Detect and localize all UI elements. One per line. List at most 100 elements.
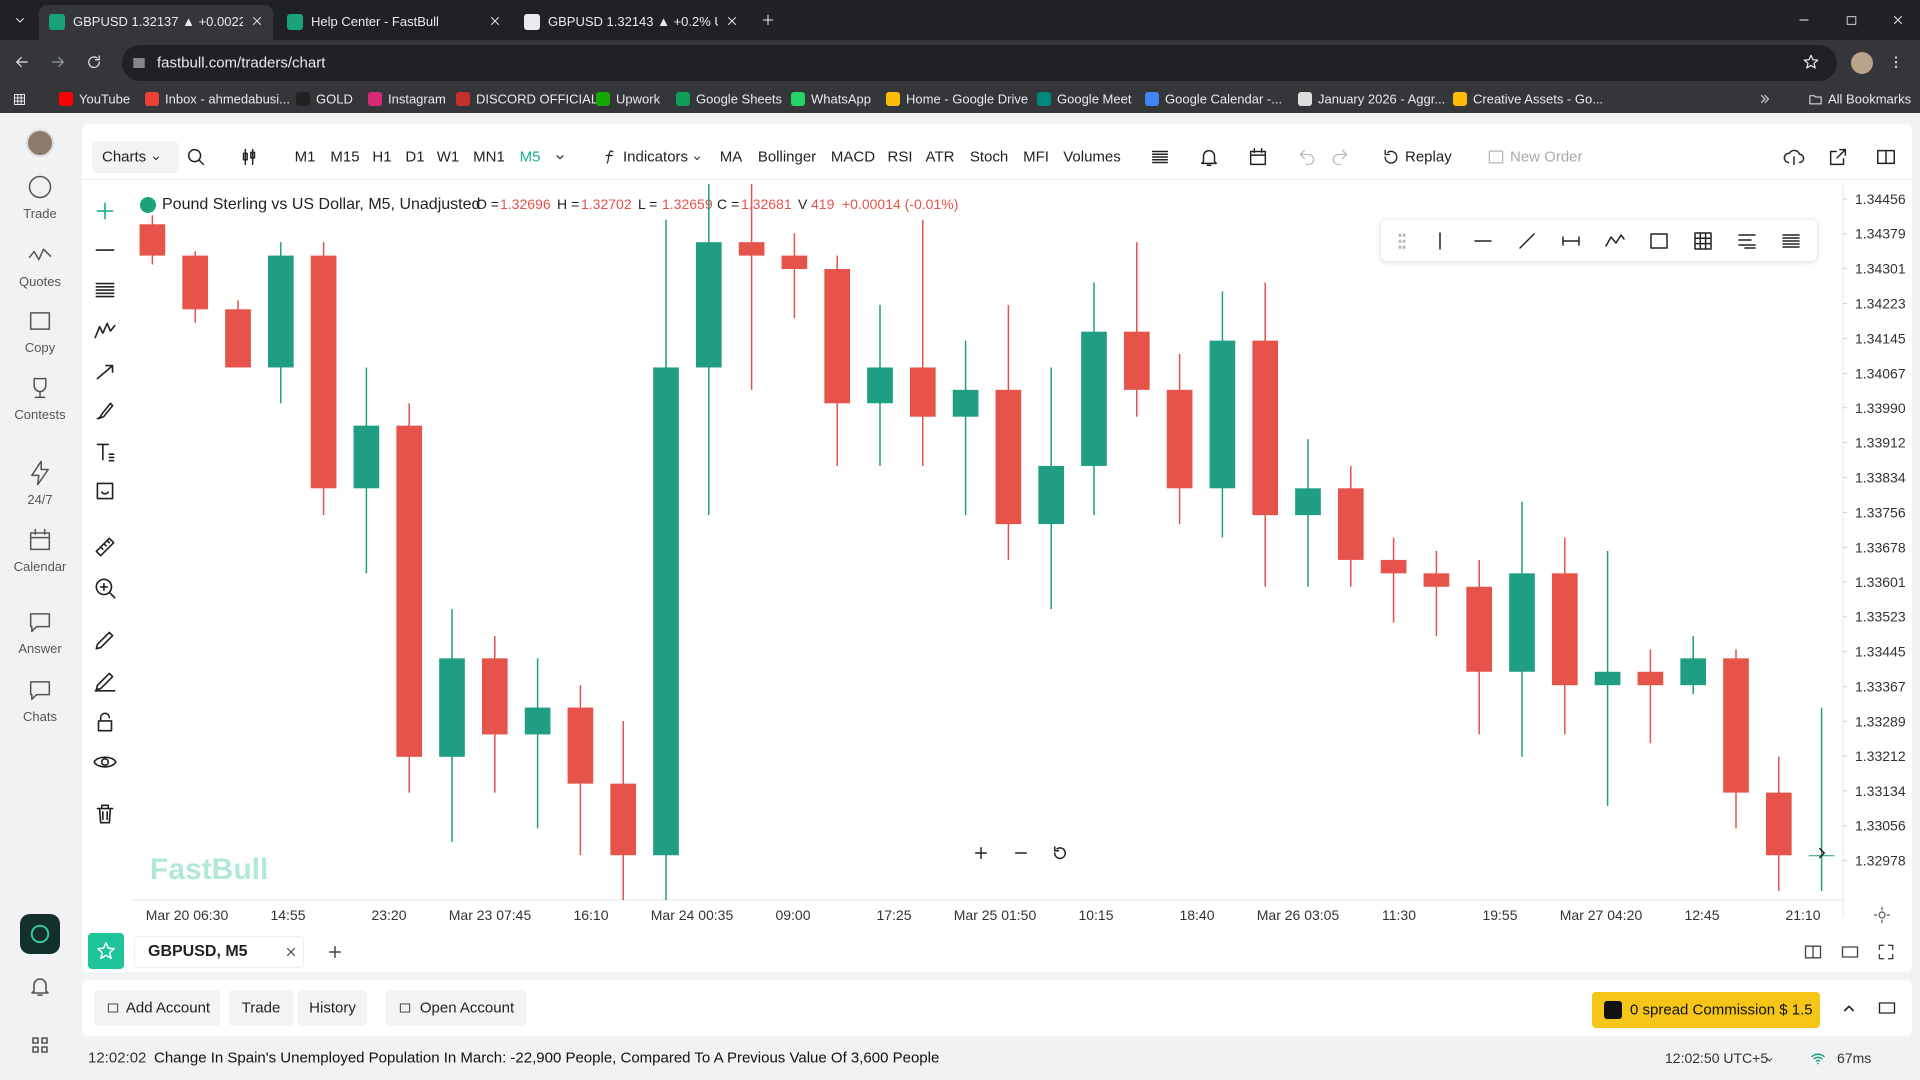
zoom-control[interactable] [1051,844,1069,862]
nav-reload[interactable] [85,53,103,71]
indicators-button[interactable]: Indicators [623,148,689,166]
timeframe[interactable]: D1 [405,148,425,166]
sidebar-icon[interactable] [26,374,54,402]
replay[interactable]: Replay [1405,148,1452,166]
footer-button[interactable] [229,990,293,1026]
sidebar-label[interactable]: Quotes [19,274,61,289]
nav-back[interactable] [13,53,31,71]
expand-panel[interactable] [1839,998,1859,1018]
assistant-button[interactable] [20,914,60,954]
drawing-tool[interactable] [92,627,118,653]
bookmark[interactable]: Home - Google Drive [906,91,1029,107]
bookmark[interactable]: YouTube [79,91,131,107]
drawing-tool[interactable] [92,277,118,303]
scroll-right[interactable] [1813,844,1831,862]
settings-grid[interactable] [28,1033,52,1057]
ticker-news[interactable]: Change In Spain's Unemployed Population … [154,1049,940,1067]
drawing-bar-tool[interactable] [1647,229,1671,253]
site-info[interactable] [131,55,147,71]
chart-type[interactable] [238,146,260,168]
bookmark[interactable]: Instagram [388,91,446,107]
toolbar-right[interactable] [1875,146,1897,168]
sidebar-label[interactable]: Chats [23,709,57,724]
drawing-tool[interactable] [92,801,118,827]
tab-menu[interactable] [12,12,28,28]
timeframe[interactable]: M15 [330,148,360,166]
bookmark[interactable]: WhatsApp [811,91,871,107]
bookmark[interactable]: Google Meet [1057,91,1132,107]
toolbar-right[interactable] [1827,146,1849,168]
sidebar-icon[interactable] [26,307,54,335]
browser-tab[interactable]: GBPUSD 1.32143 ▲ +0.2% Unn [514,5,748,40]
drawing-bar-tool[interactable] [1559,229,1583,253]
indicator[interactable]: RSI [887,148,913,166]
close-window[interactable] [1891,13,1905,27]
drawing-bar-tool[interactable] [1428,229,1452,253]
add-chart-tab[interactable] [326,943,344,961]
drawing-tool[interactable] [92,198,118,224]
footer-button-label[interactable]: Add Account [125,999,211,1017]
footer-button-label[interactable]: History [309,999,356,1017]
new-order[interactable]: New Order [1510,148,1583,166]
apps[interactable] [12,92,27,107]
chart-tab-close[interactable] [284,945,298,959]
timeframe[interactable]: H1 [372,148,392,166]
sidebar-icon[interactable] [26,459,54,487]
promo-button[interactable] [1592,992,1820,1028]
minimize[interactable] [1797,13,1811,27]
new-tab[interactable] [760,12,776,28]
bookmark-star[interactable] [1802,53,1820,71]
nav-forward[interactable] [49,53,67,71]
browser-menu[interactable] [1888,54,1904,70]
footer-button-label[interactable]: Open Account [419,999,515,1017]
redo[interactable] [1330,147,1350,167]
zoom-control[interactable] [1012,844,1030,862]
indicator[interactable]: Volumes [1063,148,1121,166]
new-order-icon[interactable] [1486,147,1506,167]
footer-button-label[interactable]: Trade [241,999,281,1017]
indicator[interactable]: MA [719,148,743,166]
layout-option[interactable] [1876,942,1896,962]
drawing-bar-tool[interactable] [1390,229,1414,253]
indicator[interactable]: ATR [925,148,955,166]
drawing-tool[interactable] [92,398,118,424]
footer-button[interactable] [298,990,367,1026]
drawing-tool[interactable] [92,534,118,560]
layout-option[interactable] [1803,942,1823,962]
tab-close[interactable] [725,14,739,28]
drawing-tool[interactable] [92,749,118,775]
sidebar-label[interactable]: Contests [14,407,66,422]
zoom-control[interactable] [972,844,990,862]
timeframe[interactable]: M1 [294,148,316,166]
undo[interactable] [1297,147,1317,167]
drawing-tool[interactable] [92,318,118,344]
drawing-tool[interactable] [92,709,118,735]
indicator[interactable]: MFI [1023,148,1049,166]
bookmark[interactable]: Inbox - ahmedabusi... [165,91,291,107]
chart-tab-bg[interactable] [134,936,304,968]
drawing-bar-tool[interactable] [1691,229,1715,253]
indicator[interactable]: Stoch [969,148,1009,166]
sidebar-icon[interactable] [26,676,54,704]
tab-close[interactable] [250,14,264,28]
drawing-tool[interactable] [92,478,118,504]
sidebar-label[interactable]: Copy [24,340,56,355]
bookmarks-overflow[interactable] [1758,92,1772,106]
omnibox[interactable] [122,45,1837,81]
bookmark[interactable]: Upwork [616,91,661,107]
bookmark[interactable]: GOLD [316,91,353,107]
bookmark[interactable]: DISCORD OFFICIAL [476,91,599,107]
bookmark[interactable]: Creative Assets - Go... [1473,91,1604,107]
timeframe[interactable]: MN1 [473,148,505,166]
sidebar-label[interactable]: 24/7 [27,492,53,507]
browser-tab[interactable]: Help Center - FastBull [277,5,511,40]
restore[interactable] [1845,14,1858,27]
timeframe[interactable]: M5 [519,148,541,166]
sidebar-icon[interactable] [26,526,54,554]
sidebar-label[interactable]: Answer [18,641,62,656]
sidebar-icon[interactable] [26,241,54,269]
drawing-tool[interactable] [92,358,118,384]
indicator[interactable]: MACD [830,148,876,166]
replay-icon[interactable] [1381,147,1401,167]
browser-tab[interactable]: GBPUSD 1.32137 ▲ +0.00223 F [39,5,273,40]
